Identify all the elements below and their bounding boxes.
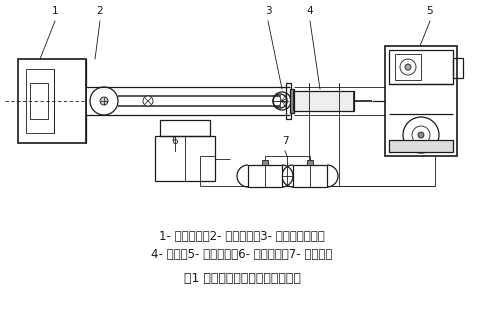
Bar [452, 58, 462, 78]
Bar [289, 89, 293, 113]
Bar [292, 165, 326, 187]
Bar [247, 165, 281, 187]
Bar [30, 83, 48, 119]
Bar [306, 160, 312, 165]
Text: 4: 4 [306, 6, 313, 16]
Bar [388, 50, 452, 84]
Text: 6: 6 [171, 136, 178, 146]
Circle shape [417, 132, 423, 138]
Bar [384, 46, 456, 156]
Circle shape [143, 96, 152, 106]
Bar [388, 140, 452, 152]
Bar [394, 54, 420, 80]
Bar [293, 91, 353, 111]
Bar [286, 83, 290, 119]
Text: 5: 5 [426, 6, 432, 16]
Text: 2: 2 [96, 6, 103, 16]
Text: 4- 油缸；5- 电动绞车；6- 液压泵站；7- 蓄能器件: 4- 油缸；5- 电动绞车；6- 液压泵站；7- 蓄能器件 [151, 248, 332, 260]
Bar [26, 69, 54, 133]
Text: 3: 3 [264, 6, 271, 16]
Bar [155, 136, 214, 181]
Text: 7: 7 [281, 136, 287, 146]
Bar [18, 59, 86, 143]
Bar [261, 160, 268, 165]
Circle shape [100, 97, 108, 105]
Text: 1: 1 [52, 6, 58, 16]
Text: 图1 液压自动张紧装置结构示意图: 图1 液压自动张紧装置结构示意图 [183, 272, 300, 286]
Bar [160, 120, 210, 136]
Polygon shape [280, 119, 290, 131]
Text: 1- 张紧滚筒；2- 张紧小车；3- 钢丝绳固定端；: 1- 张紧滚筒；2- 张紧小车；3- 钢丝绳固定端； [159, 229, 324, 243]
Circle shape [404, 64, 410, 70]
